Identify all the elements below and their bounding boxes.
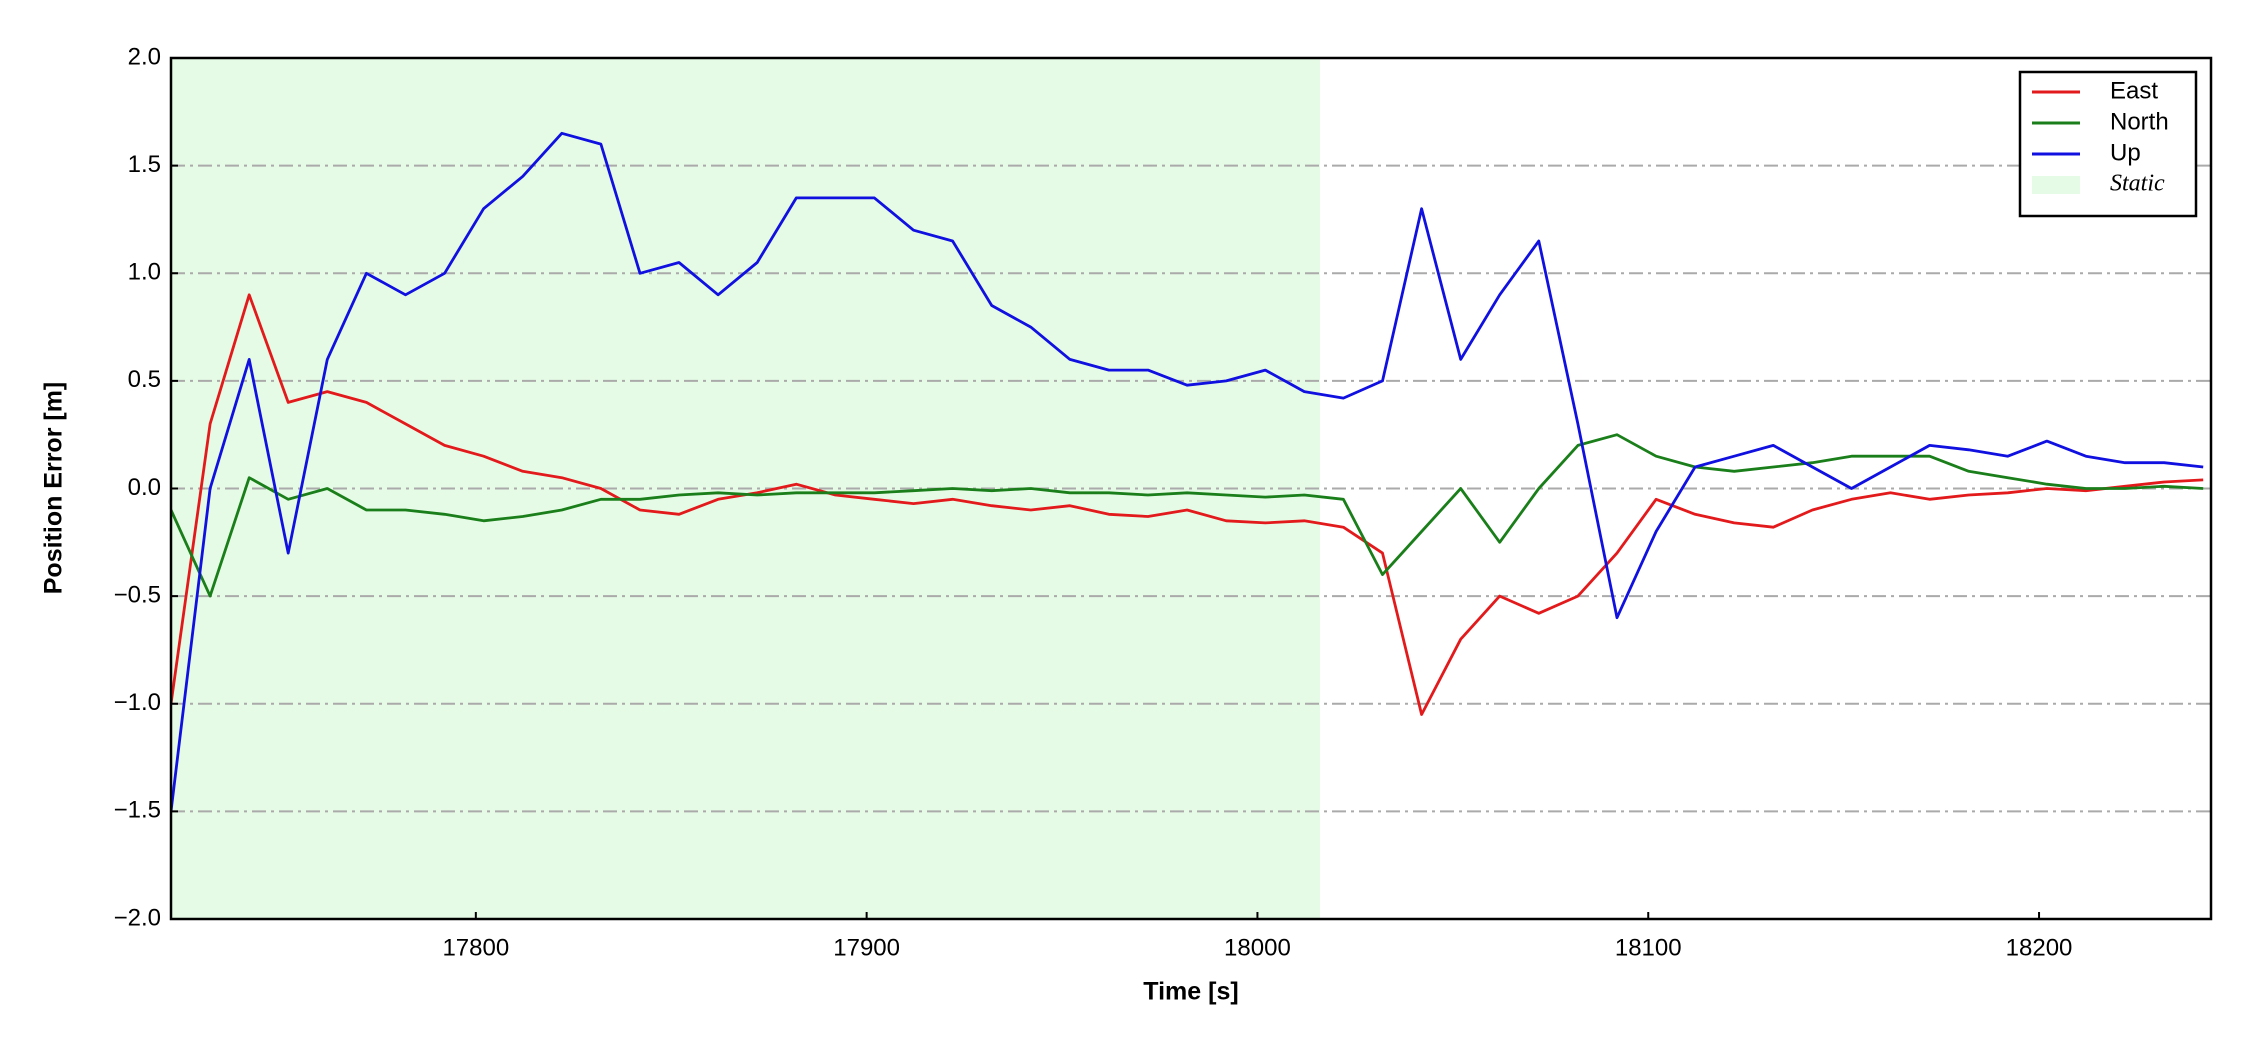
y-tick-label: −1.5 xyxy=(114,797,161,824)
x-tick-label: 18000 xyxy=(1224,934,1291,961)
plot-area xyxy=(171,58,2211,919)
y-tick-label: 1.0 xyxy=(128,259,161,286)
y-tick-label: 2.0 xyxy=(128,43,161,70)
x-axis-label: Time [s] xyxy=(1143,978,1238,1006)
legend-box xyxy=(2018,70,2198,218)
y-axis-label: Position Error [m] xyxy=(40,382,68,595)
y-tick-label: 1.5 xyxy=(128,151,161,178)
lines xyxy=(171,131,2204,812)
legend-label: Up xyxy=(2110,139,2141,166)
y-tick-label: −2.0 xyxy=(114,904,161,931)
legend: East North Up Static xyxy=(2018,70,2198,218)
series-line xyxy=(171,293,2204,716)
series-line xyxy=(171,131,2204,812)
y-tick-label: −0.5 xyxy=(114,581,161,608)
x-tick-label: 17900 xyxy=(833,934,900,961)
y-tick-label: −1.0 xyxy=(114,689,161,716)
x-tick-label: 17800 xyxy=(442,934,509,961)
y-tick-label: 0.0 xyxy=(128,474,161,501)
legend-label: East xyxy=(2110,77,2158,104)
legend-swatch xyxy=(2032,176,2080,194)
legend-label: North xyxy=(2110,108,2169,135)
series-line xyxy=(171,433,2204,598)
x-tick-label: 18100 xyxy=(1615,934,1682,961)
x-tick-label: 18200 xyxy=(2006,934,2073,961)
legend-label: Static xyxy=(2110,171,2165,197)
y-tick-label: 0.5 xyxy=(128,366,161,393)
